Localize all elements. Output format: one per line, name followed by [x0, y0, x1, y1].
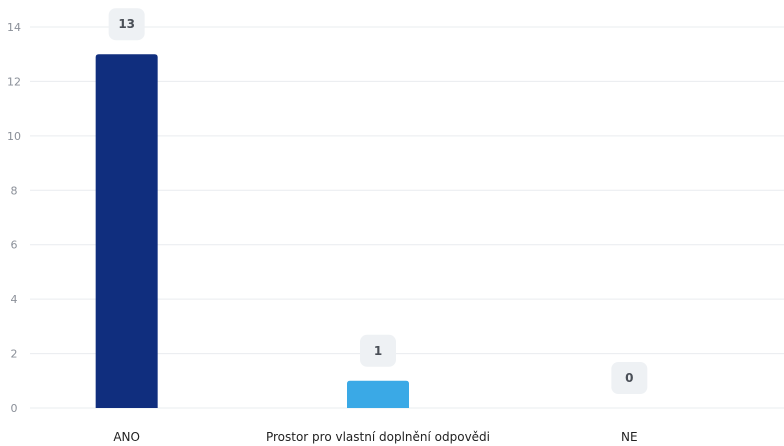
data-label-badge — [108, 8, 145, 41]
y-tick-label: 10 — [7, 130, 21, 143]
y-tick-label: 12 — [7, 75, 21, 88]
x-category-label: NE — [621, 430, 638, 444]
data-labels: 13 1 0 — [108, 8, 648, 394]
data-label: 13 — [118, 17, 135, 31]
x-category-label: Prostor pro vlastní doplnění odpovědi — [266, 430, 490, 444]
x-category-label: ANO — [113, 430, 140, 444]
y-tick-label: 8 — [11, 184, 18, 197]
data-label: 0 — [625, 371, 633, 385]
data-label-badge — [360, 334, 396, 367]
data-label: 1 — [374, 344, 382, 358]
y-tick-label: 6 — [11, 239, 18, 252]
x-axis-categories: ANO Prostor pro vlastní doplnění odpovědi… — [113, 430, 637, 444]
y-axis-ticks: 0 2 4 6 8 10 12 14 — [7, 21, 21, 415]
bar — [347, 380, 409, 408]
y-tick-label: 2 — [11, 348, 18, 361]
bar — [95, 54, 158, 408]
bars — [95, 54, 409, 408]
y-tick-label: 4 — [11, 293, 18, 306]
y-tick-label: 14 — [7, 21, 21, 34]
data-label-badge — [611, 362, 648, 394]
y-tick-label: 0 — [11, 402, 18, 415]
